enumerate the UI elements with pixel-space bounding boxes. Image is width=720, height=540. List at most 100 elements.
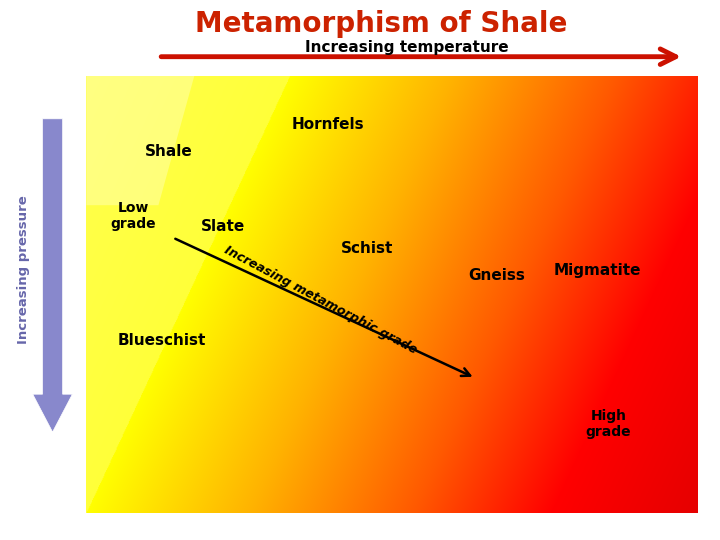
Polygon shape <box>86 81 117 89</box>
Polygon shape <box>541 76 549 182</box>
Text: Slate: Slate <box>201 219 246 234</box>
Polygon shape <box>86 225 197 233</box>
Polygon shape <box>86 367 301 375</box>
Polygon shape <box>549 76 556 187</box>
Text: Metamorphism of Shale: Metamorphism of Shale <box>195 10 568 38</box>
Polygon shape <box>86 233 203 242</box>
Polygon shape <box>86 77 256 84</box>
Polygon shape <box>86 79 173 86</box>
Polygon shape <box>649 76 655 259</box>
Polygon shape <box>86 79 161 87</box>
Polygon shape <box>534 76 541 177</box>
Polygon shape <box>86 83 88 90</box>
Polygon shape <box>86 82 99 89</box>
Polygon shape <box>86 316 264 325</box>
Polygon shape <box>86 82 106 89</box>
Text: Shale: Shale <box>145 144 193 159</box>
Polygon shape <box>86 416 337 424</box>
Polygon shape <box>86 76 331 83</box>
Polygon shape <box>86 176 160 184</box>
Polygon shape <box>86 82 101 89</box>
Polygon shape <box>86 83 89 90</box>
Polygon shape <box>86 82 92 90</box>
Polygon shape <box>86 79 191 86</box>
Polygon shape <box>570 76 577 202</box>
Polygon shape <box>86 142 135 151</box>
Polygon shape <box>577 76 584 207</box>
Polygon shape <box>86 100 105 109</box>
Polygon shape <box>86 80 137 87</box>
Polygon shape <box>86 77 267 84</box>
Polygon shape <box>86 375 307 383</box>
Polygon shape <box>86 81 120 88</box>
Polygon shape <box>86 80 156 87</box>
Polygon shape <box>86 76 698 513</box>
Polygon shape <box>86 433 350 441</box>
Polygon shape <box>86 79 195 86</box>
Text: Schist: Schist <box>341 241 393 256</box>
Polygon shape <box>86 408 331 416</box>
Polygon shape <box>86 208 184 217</box>
Polygon shape <box>86 292 246 300</box>
Text: High
grade: High grade <box>585 409 631 439</box>
Polygon shape <box>606 76 613 228</box>
Polygon shape <box>86 80 152 87</box>
Polygon shape <box>86 259 221 267</box>
Polygon shape <box>86 358 294 367</box>
Polygon shape <box>86 78 235 85</box>
Polygon shape <box>86 82 111 89</box>
Text: Increasing pressure: Increasing pressure <box>17 195 30 345</box>
Polygon shape <box>86 76 307 83</box>
Polygon shape <box>86 78 225 85</box>
Polygon shape <box>86 79 181 86</box>
Polygon shape <box>86 159 148 167</box>
Text: Low
grade: Low grade <box>110 201 156 231</box>
Polygon shape <box>86 79 168 86</box>
Polygon shape <box>86 77 251 85</box>
Polygon shape <box>591 76 598 218</box>
Polygon shape <box>670 76 677 274</box>
Polygon shape <box>86 267 228 275</box>
Polygon shape <box>86 308 258 316</box>
Text: Gneiss: Gneiss <box>469 268 525 283</box>
Polygon shape <box>86 76 194 205</box>
Polygon shape <box>86 82 103 89</box>
Polygon shape <box>86 82 96 89</box>
Polygon shape <box>86 383 312 391</box>
Polygon shape <box>86 167 154 176</box>
Polygon shape <box>563 76 570 197</box>
Polygon shape <box>86 151 142 159</box>
Polygon shape <box>86 77 273 84</box>
Polygon shape <box>584 76 591 213</box>
Polygon shape <box>86 78 215 85</box>
Polygon shape <box>86 109 111 117</box>
Polygon shape <box>86 217 190 225</box>
Polygon shape <box>86 77 261 84</box>
Polygon shape <box>86 82 108 89</box>
Polygon shape <box>86 275 233 284</box>
Polygon shape <box>556 76 563 192</box>
Polygon shape <box>86 77 289 84</box>
Polygon shape <box>86 80 148 87</box>
Polygon shape <box>86 350 288 358</box>
Polygon shape <box>86 424 343 433</box>
Polygon shape <box>86 392 319 400</box>
Polygon shape <box>86 81 114 89</box>
Polygon shape <box>86 76 319 83</box>
Polygon shape <box>86 92 99 100</box>
Polygon shape <box>662 76 670 269</box>
Polygon shape <box>86 80 140 87</box>
Polygon shape <box>86 76 325 83</box>
Polygon shape <box>86 125 123 134</box>
Polygon shape <box>86 333 276 341</box>
Polygon shape <box>86 77 284 84</box>
Text: Blueschist: Blueschist <box>118 333 206 348</box>
Polygon shape <box>86 200 179 208</box>
Polygon shape <box>86 78 230 85</box>
Polygon shape <box>86 400 325 408</box>
Polygon shape <box>86 242 209 250</box>
Polygon shape <box>86 192 172 200</box>
Polygon shape <box>86 83 91 90</box>
Polygon shape <box>642 76 649 253</box>
Polygon shape <box>691 76 698 289</box>
